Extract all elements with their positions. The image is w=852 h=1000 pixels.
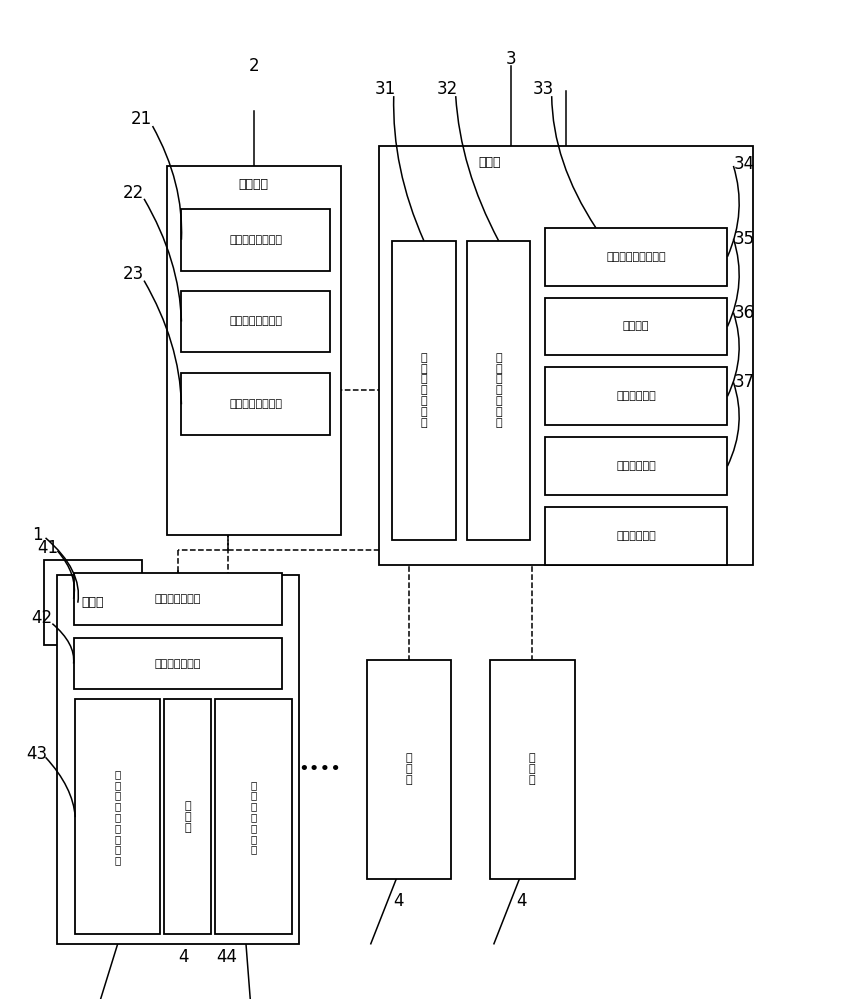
Text: 锁死检测单元: 锁死检测单元 bbox=[616, 531, 656, 541]
Text: 43: 43 bbox=[26, 745, 48, 763]
Text: 41: 41 bbox=[37, 539, 59, 557]
Text: 2: 2 bbox=[248, 57, 259, 75]
Text: 34: 34 bbox=[734, 155, 755, 173]
Text: 23: 23 bbox=[123, 265, 144, 283]
Text: 充
电
桩: 充 电 桩 bbox=[406, 753, 412, 785]
Text: 充
电
桩: 充 电 桩 bbox=[529, 753, 535, 785]
Text: 计费单元: 计费单元 bbox=[623, 321, 649, 331]
Text: 4: 4 bbox=[516, 892, 527, 910]
Bar bbox=[181, 209, 330, 271]
Text: 42: 42 bbox=[32, 609, 53, 627]
Bar bbox=[73, 573, 282, 625]
Text: 3: 3 bbox=[505, 50, 516, 68]
Text: 充
电
桩
状
态
检
测
单
元: 充 电 桩 状 态 检 测 单 元 bbox=[115, 769, 121, 865]
Bar bbox=[467, 241, 531, 540]
Text: 服务器端通信单元: 服务器端通信单元 bbox=[229, 399, 282, 409]
Bar bbox=[366, 660, 452, 879]
Text: 充电桩通信单元: 充电桩通信单元 bbox=[154, 594, 201, 604]
Bar bbox=[181, 291, 330, 352]
Text: 22: 22 bbox=[123, 184, 144, 202]
Bar bbox=[216, 699, 292, 934]
Bar bbox=[379, 146, 753, 565]
Bar bbox=[545, 437, 728, 495]
Text: 动力锁定单元: 动力锁定单元 bbox=[616, 461, 656, 471]
Text: 35: 35 bbox=[734, 230, 755, 248]
Text: 车载端: 车载端 bbox=[479, 156, 501, 169]
Text: 44: 44 bbox=[216, 948, 237, 966]
Bar bbox=[164, 699, 211, 934]
Text: 32: 32 bbox=[436, 80, 458, 98]
Bar bbox=[545, 367, 728, 425]
Text: 4: 4 bbox=[394, 892, 404, 910]
Bar bbox=[56, 575, 298, 944]
Text: 31: 31 bbox=[375, 80, 396, 98]
Text: 充电桩处理单元: 充电桩处理单元 bbox=[154, 659, 201, 669]
Text: 充
电
桩: 充 电 桩 bbox=[185, 801, 191, 833]
Text: 充
电
桩
接
触
单
元: 充 电 桩 接 触 单 元 bbox=[250, 780, 256, 855]
Text: 21: 21 bbox=[131, 110, 153, 128]
Text: 36: 36 bbox=[734, 304, 755, 322]
Bar bbox=[75, 699, 160, 934]
Text: 37: 37 bbox=[734, 373, 755, 391]
Text: 车辆接触单元: 车辆接触单元 bbox=[616, 391, 656, 401]
Text: 4: 4 bbox=[179, 948, 189, 966]
Bar bbox=[545, 507, 728, 565]
Bar bbox=[167, 166, 341, 535]
Bar bbox=[73, 638, 282, 689]
Bar bbox=[545, 228, 728, 286]
Text: 1: 1 bbox=[32, 526, 43, 544]
Text: 车
载
端
通
信
单
元: 车 载 端 通 信 单 元 bbox=[421, 353, 427, 428]
Text: 服务器端: 服务器端 bbox=[239, 178, 268, 191]
Bar bbox=[545, 298, 728, 355]
Bar bbox=[490, 660, 574, 879]
Text: 还车异常处理单元: 还车异常处理单元 bbox=[229, 235, 282, 245]
Text: 车载端状态检测单元: 车载端状态检测单元 bbox=[607, 252, 666, 262]
Bar bbox=[43, 560, 141, 645]
Text: 用户端: 用户端 bbox=[82, 596, 104, 609]
Text: 33: 33 bbox=[532, 80, 554, 98]
Text: 服务器端处理单元: 服务器端处理单元 bbox=[229, 316, 282, 326]
Text: 车
载
端
处
理
单
元: 车 载 端 处 理 单 元 bbox=[495, 353, 502, 428]
Bar bbox=[181, 373, 330, 435]
Bar bbox=[392, 241, 456, 540]
Text: ••••: •••• bbox=[298, 760, 342, 778]
